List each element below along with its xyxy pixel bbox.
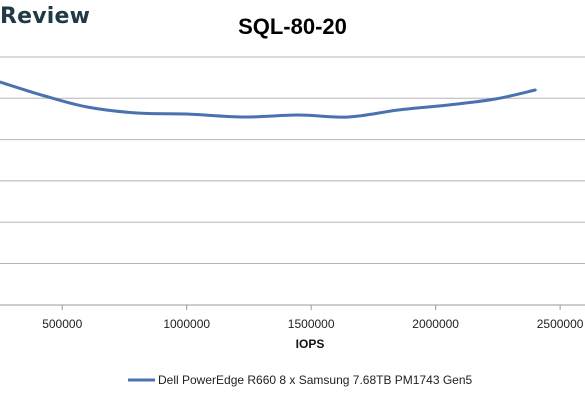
x-axis-label: IOPS: [296, 337, 325, 351]
chart-title: SQL-80-20: [238, 14, 347, 39]
x-tick-labels: 500000 1000000 1500000 2000000 2500000: [42, 317, 584, 331]
watermark-logo: Review: [0, 4, 91, 29]
x-tick-label: 2500000: [537, 317, 584, 331]
legend-label: Dell PowerEdge R660 8 x Samsung 7.68TB P…: [158, 373, 473, 387]
series-lines: [0, 80, 537, 119]
x-tick-label: 2000000: [412, 317, 459, 331]
gridlines: [0, 56, 585, 264]
x-axis: [0, 304, 585, 310]
series-line: [0, 80, 537, 119]
legend: Dell PowerEdge R660 8 x Samsung 7.68TB P…: [128, 373, 473, 387]
x-tick-label: 1000000: [163, 317, 210, 331]
x-tick-label: 500000: [42, 317, 82, 331]
x-tick-label: 1500000: [288, 317, 335, 331]
